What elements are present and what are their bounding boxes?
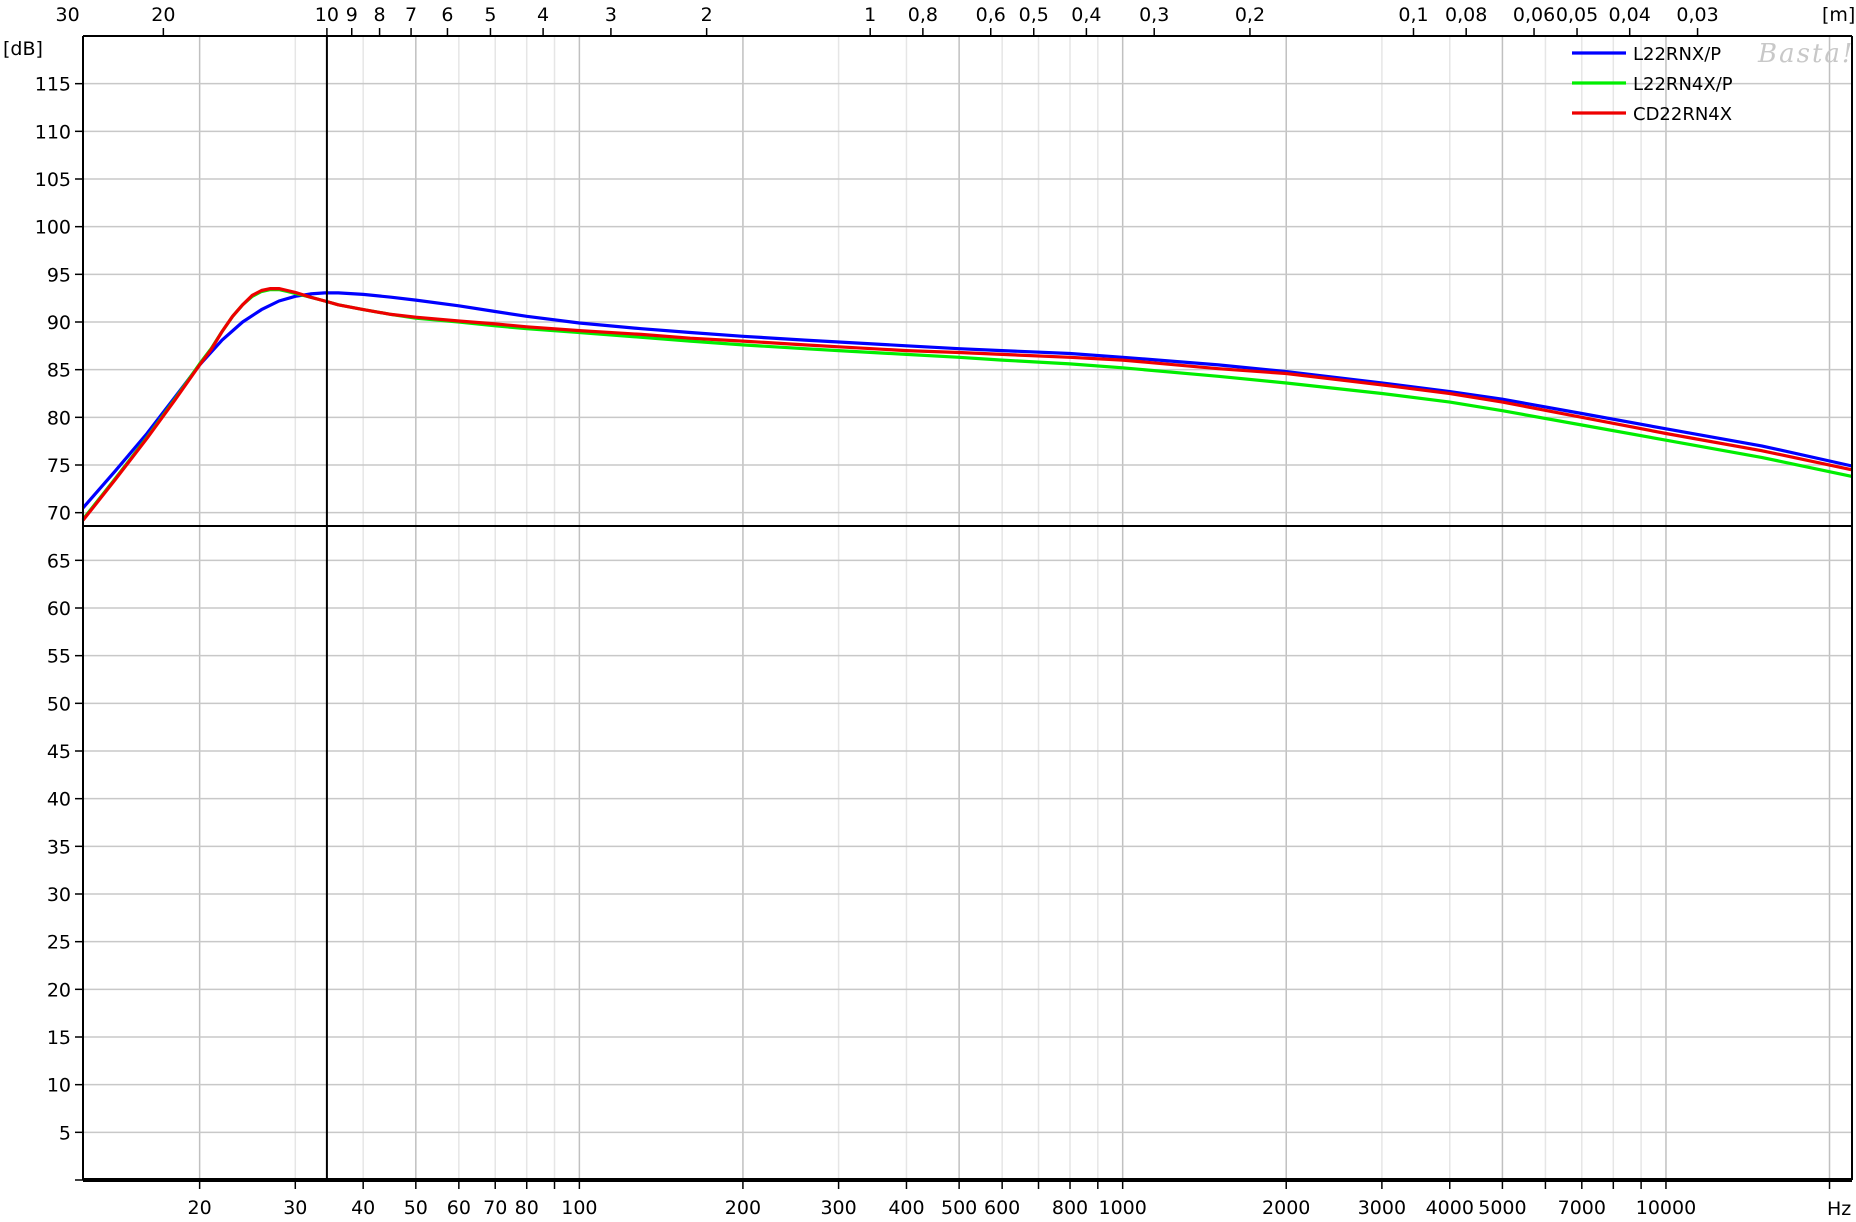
y-unit-label: [dB] — [3, 38, 43, 60]
y-tick-label: 70 — [47, 503, 71, 525]
x-tick-label: 20 — [188, 1197, 212, 1219]
y-tick-label: 75 — [47, 455, 71, 477]
legend-label: CD22RN4X — [1633, 104, 1732, 125]
x-tick-label: 800 — [1052, 1197, 1088, 1219]
x-tick-label: 200 — [725, 1197, 761, 1219]
x-tick-label: 2000 — [1262, 1197, 1310, 1219]
top-tick-label: 5 — [484, 4, 496, 26]
x-tick-label: 3000 — [1358, 1197, 1406, 1219]
y-tick-label: 30 — [47, 884, 71, 906]
y-tick-label: 25 — [47, 932, 71, 954]
top-tick-label: 6 — [441, 4, 453, 26]
top-tick-label: 0,4 — [1071, 4, 1101, 26]
top-tick-label: 0,08 — [1445, 4, 1487, 26]
top-tick-label: 1 — [864, 4, 876, 26]
y-tick-label: 45 — [47, 741, 71, 763]
top-tick-label: 3 — [605, 4, 617, 26]
series-line-l22rn4x-p — [81, 288, 1853, 521]
x-tick-label: 40 — [351, 1197, 375, 1219]
top-tick-label: 20 — [151, 4, 175, 26]
top-tick-label: 0,2 — [1235, 4, 1265, 26]
y-tick-label: 80 — [47, 407, 71, 429]
legend-label: L22RNX/P — [1633, 44, 1721, 65]
y-tick-label: 55 — [47, 646, 71, 668]
top-tick-label: 2 — [701, 4, 713, 26]
y-tick-label: 90 — [47, 312, 71, 334]
top-tick-label: 0,04 — [1609, 4, 1651, 26]
x-tick-label: 600 — [984, 1197, 1020, 1219]
top-axis-ticks: 30 20 10 9 8 7 6 5 4 3 2 1 0,8 0,6 0,5 0,4 0,3 0,2 0,1 0,08… — [56, 4, 1719, 36]
x-unit-label: Hz — [1827, 1198, 1851, 1220]
x-tick-label: 7000 — [1558, 1197, 1606, 1219]
y-tick-label: 15 — [47, 1027, 71, 1049]
top-tick-label: 4 — [537, 4, 549, 26]
top-tick-label: 7 — [405, 4, 417, 26]
x-tick-label: 500 — [941, 1197, 977, 1219]
y-tick-label: 20 — [47, 979, 71, 1001]
y-tick-label: 35 — [47, 836, 71, 858]
y-tick-label: 60 — [47, 598, 71, 620]
y-tick-label: 85 — [47, 360, 71, 382]
top-tick-label: 0,05 — [1556, 4, 1598, 26]
series-line-cd22rn4x — [81, 287, 1853, 522]
top-tick-label: 10 — [315, 4, 339, 26]
y-tick-label: 40 — [47, 789, 71, 811]
top-tick-label: 0,3 — [1139, 4, 1169, 26]
series-line-l22rnx-p — [81, 291, 1853, 509]
x-tick-label: 30 — [283, 1197, 307, 1219]
top-tick-label: 0,5 — [1019, 4, 1049, 26]
series-layer — [81, 287, 1853, 522]
top-tick-label: 0,03 — [1676, 4, 1718, 26]
x-tick-label: 300 — [820, 1197, 856, 1219]
top-tick-label: 0,06 — [1513, 4, 1555, 26]
x-tick-label: 80 — [515, 1197, 539, 1219]
legend: L22RNX/P L22RN4X/P CD22RN4X — [1572, 44, 1733, 125]
x-tick-label: 100 — [561, 1197, 597, 1219]
x-tick-label: 70 — [483, 1197, 507, 1219]
y-tick-label: 65 — [47, 550, 71, 572]
y-tick-label: 50 — [47, 693, 71, 715]
x-tick-label: 400 — [888, 1197, 924, 1219]
y-tick-label: 100 — [35, 217, 71, 239]
x-tick-label: 50 — [404, 1197, 428, 1219]
legend-label: L22RN4X/P — [1633, 74, 1733, 95]
y-tick-label: 115 — [35, 74, 71, 96]
y-tick-label: 5 — [59, 1122, 71, 1144]
cursor-crosshair — [83, 36, 1852, 1180]
y-tick-label: 105 — [35, 169, 71, 191]
x-tick-label: 10000 — [1636, 1197, 1696, 1219]
top-unit-label: [m] — [1822, 4, 1855, 26]
major-grid — [83, 36, 1852, 1180]
x-tick-label: 4000 — [1426, 1197, 1474, 1219]
top-tick-label: 8 — [374, 4, 386, 26]
top-tick-label: 0,8 — [908, 4, 938, 26]
y-tick-label: 10 — [47, 1075, 71, 1097]
y-axis-ticks: 5 10 15 20 25 30 35 40 45 50 55 60 65 70 75 80 85 90 95 100… — [35, 74, 83, 1181]
x-tick-label: 60 — [447, 1197, 471, 1219]
y-tick-label: 95 — [47, 264, 71, 286]
y-tick-label: 110 — [35, 121, 71, 143]
x-tick-label: 1000 — [1098, 1197, 1146, 1219]
top-tick-label: 30 — [56, 4, 80, 26]
top-tick-label: 9 — [346, 4, 358, 26]
x-tick-label: 5000 — [1478, 1197, 1526, 1219]
top-tick-label: 0,6 — [976, 4, 1006, 26]
x-axis-ticks: 20 30 40 50 60 70 80 100 200 300 400 500 600 800 1000 2… — [188, 1180, 1831, 1219]
watermark: Basta! — [1757, 39, 1854, 69]
top-tick-label: 0,1 — [1398, 4, 1428, 26]
